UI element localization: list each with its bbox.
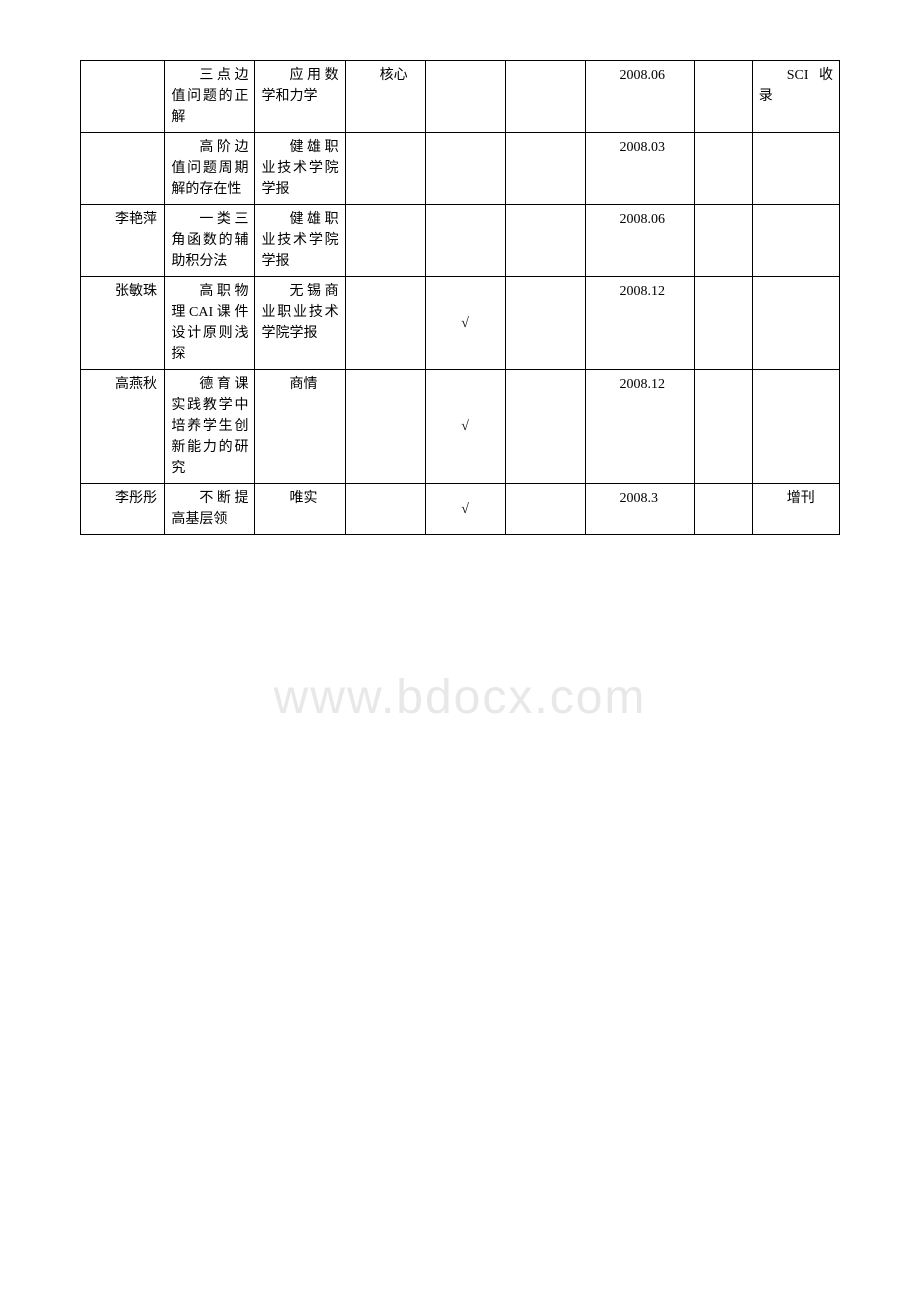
cell-blank — [505, 277, 585, 370]
table-row: 李艳萍 一类三角函数的辅助积分法 健雄职业技术学院学报 2008.06 — [81, 205, 840, 277]
cell-title: 高职物理CAI课件设计原则浅探 — [165, 277, 255, 370]
cell-journal: 应用数学和力学 — [255, 61, 345, 133]
cell-blank — [694, 277, 752, 370]
cell-blank — [694, 205, 752, 277]
cell-date: 2008.12 — [585, 277, 694, 370]
cell-title: 不断提高基层领 — [165, 484, 255, 535]
cell-check — [425, 61, 505, 133]
table-row: 高阶边值问题周期解的存在性 健雄职业技术学院学报 2008.03 — [81, 133, 840, 205]
cell-blank — [505, 61, 585, 133]
cell-level — [345, 133, 425, 205]
cell-note — [752, 277, 839, 370]
table-row: 张敏珠 高职物理CAI课件设计原则浅探 无锡商业职业技术学院学报 √ 2008.… — [81, 277, 840, 370]
cell-author: 李彤彤 — [81, 484, 165, 535]
cell-check — [425, 205, 505, 277]
cell-date: 2008.06 — [585, 205, 694, 277]
cell-date: 2008.06 — [585, 61, 694, 133]
cell-title: 德育课实践教学中培养学生创新能力的研究 — [165, 370, 255, 484]
cell-journal: 商情 — [255, 370, 345, 484]
cell-journal: 唯实 — [255, 484, 345, 535]
cell-author: 高燕秋 — [81, 370, 165, 484]
cell-title: 一类三角函数的辅助积分法 — [165, 205, 255, 277]
cell-note: 增刊 — [752, 484, 839, 535]
cell-blank — [694, 484, 752, 535]
table-row: 李彤彤 不断提高基层领 唯实 √ 2008.3 增刊 — [81, 484, 840, 535]
cell-author — [81, 61, 165, 133]
cell-title: 高阶边值问题周期解的存在性 — [165, 133, 255, 205]
cell-author: 张敏珠 — [81, 277, 165, 370]
cell-blank — [505, 484, 585, 535]
cell-check: √ — [425, 277, 505, 370]
cell-note — [752, 370, 839, 484]
cell-author: 李艳萍 — [81, 205, 165, 277]
cell-author — [81, 133, 165, 205]
cell-blank — [505, 205, 585, 277]
cell-date: 2008.12 — [585, 370, 694, 484]
cell-date: 2008.03 — [585, 133, 694, 205]
cell-journal: 无锡商业职业技术学院学报 — [255, 277, 345, 370]
cell-level — [345, 370, 425, 484]
cell-title: 三点边值问题的正解 — [165, 61, 255, 133]
cell-blank — [505, 133, 585, 205]
cell-check — [425, 133, 505, 205]
cell-level: 核心 — [345, 61, 425, 133]
cell-check: √ — [425, 370, 505, 484]
cell-blank — [694, 133, 752, 205]
cell-note: SCI收录 — [752, 61, 839, 133]
cell-journal: 健雄职业技术学院学报 — [255, 205, 345, 277]
table-row: 三点边值问题的正解 应用数学和力学 核心 2008.06 SCI收录 — [81, 61, 840, 133]
publications-table: 三点边值问题的正解 应用数学和力学 核心 2008.06 SCI收录 高阶边值问… — [80, 60, 840, 535]
cell-note — [752, 205, 839, 277]
cell-journal: 健雄职业技术学院学报 — [255, 133, 345, 205]
cell-level — [345, 484, 425, 535]
cell-blank — [694, 61, 752, 133]
cell-level — [345, 277, 425, 370]
cell-date: 2008.3 — [585, 484, 694, 535]
cell-check: √ — [425, 484, 505, 535]
cell-blank — [505, 370, 585, 484]
cell-blank — [694, 370, 752, 484]
watermark-text: www.bdocx.com — [274, 670, 647, 725]
cell-note — [752, 133, 839, 205]
cell-level — [345, 205, 425, 277]
table-row: 高燕秋 德育课实践教学中培养学生创新能力的研究 商情 √ 2008.12 — [81, 370, 840, 484]
